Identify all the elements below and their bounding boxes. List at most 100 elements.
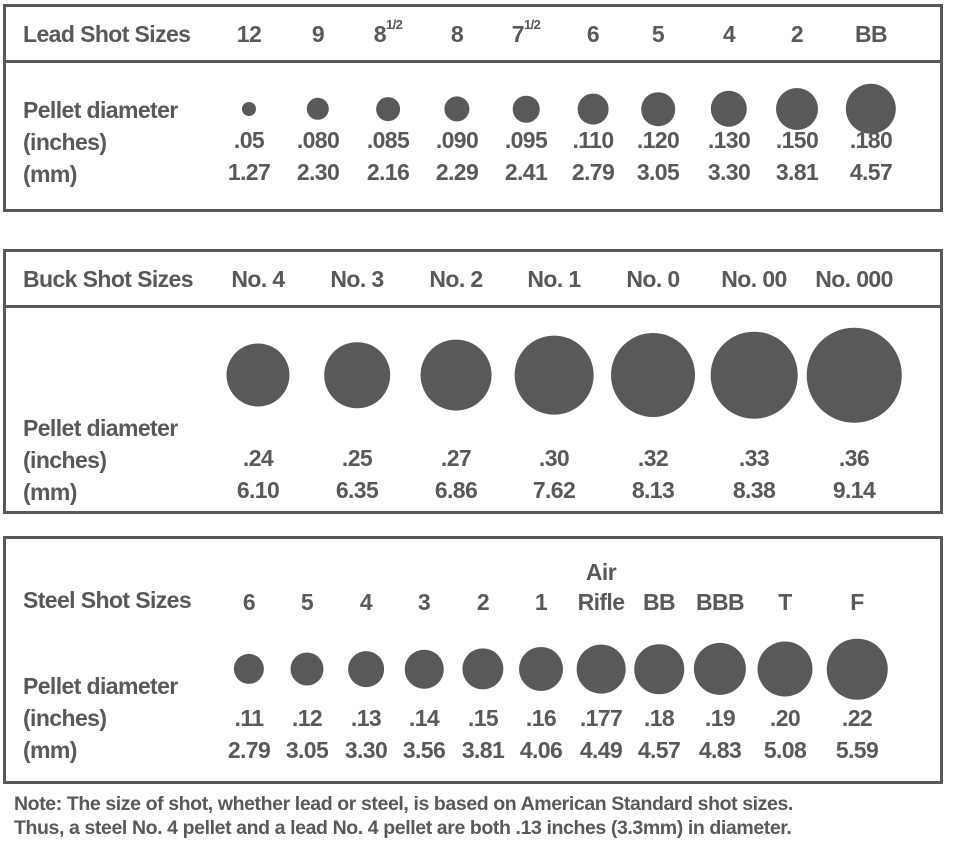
lead-mm-6: 2.79 xyxy=(571,159,615,185)
lead-pellet-1 xyxy=(242,102,256,116)
steel-pellet-6 xyxy=(519,647,563,691)
steel-size-5: 2 xyxy=(476,587,490,617)
buck-pellet-4 xyxy=(514,335,594,415)
steel-pellet-3 xyxy=(348,651,384,687)
buck-mm-1: 6.10 xyxy=(236,477,280,503)
buck-label-mm: (mm) xyxy=(23,479,77,505)
buck-mm-5: 8.13 xyxy=(631,477,675,503)
lead-pellet-2 xyxy=(306,97,330,121)
steel-inches-7: .177 xyxy=(579,705,623,731)
steel-size-11: F xyxy=(850,587,864,617)
footnote-line-1: Note: The size of shot, whether lead or … xyxy=(14,793,793,815)
buck-inches-6: .33 xyxy=(738,445,770,471)
steel-inches-8: .18 xyxy=(643,705,675,731)
steel-label-mm: (mm) xyxy=(23,737,77,763)
steel-mm-1: 2.79 xyxy=(227,737,271,763)
steel-pellet-2 xyxy=(290,652,324,686)
steel-inches-11: .22 xyxy=(841,705,873,731)
lead-inches-10: .180 xyxy=(849,127,893,153)
buck-inches-3: .27 xyxy=(440,445,472,471)
buck-inches-4: .30 xyxy=(538,445,570,471)
steel-size-line: 5 xyxy=(300,589,314,615)
lead-size-4: 8 xyxy=(450,21,464,47)
steel-pellet-5 xyxy=(462,648,504,690)
lead-inches-4: .090 xyxy=(435,127,479,153)
steel-size-2: 5 xyxy=(300,587,314,617)
lead-pellet-4 xyxy=(444,96,470,122)
steel-size-line: BBB xyxy=(695,589,745,615)
steel-mm-2: 3.05 xyxy=(285,737,329,763)
lead-pellet-8 xyxy=(710,90,748,128)
steel-mm-3: 3.30 xyxy=(344,737,388,763)
steel-mm-9: 4.83 xyxy=(698,737,742,763)
steel-inches-3: .13 xyxy=(350,705,382,731)
buck-inches-1: .24 xyxy=(242,445,274,471)
lead-label-inches: (inches) xyxy=(23,129,107,155)
buck-pellet-2 xyxy=(324,342,390,408)
steel-pellet-7 xyxy=(576,644,626,694)
footnote-line-2: Thus, a steel No. 4 pellet and a lead No… xyxy=(14,817,792,839)
lead-pellet-3 xyxy=(376,97,400,121)
steel-mm-8: 4.57 xyxy=(637,737,681,763)
buck-pellet-6 xyxy=(710,331,798,419)
buck-mm-4: 7.62 xyxy=(532,477,576,503)
size-fraction: 1/2 xyxy=(523,17,541,32)
lead-size-8: 4 xyxy=(722,21,736,47)
steel-size-line: BB xyxy=(642,589,676,615)
lead-mm-2: 2.30 xyxy=(296,159,340,185)
lead-shot-title: Lead Shot Sizes xyxy=(23,21,191,47)
buck-size-3: No. 2 xyxy=(429,266,483,292)
buck-inches-5: .32 xyxy=(637,445,669,471)
steel-size-line: 6 xyxy=(242,589,256,615)
lead-inches-3: .085 xyxy=(366,127,410,153)
steel-pellet-8 xyxy=(634,644,684,694)
lead-inches-8: .130 xyxy=(707,127,751,153)
steel-shot-panel: Steel Shot Sizes Pellet diameter (inches… xyxy=(3,536,943,784)
steel-pellet-1 xyxy=(233,653,265,685)
steel-mm-10: 5.08 xyxy=(763,737,807,763)
lead-mm-9: 3.81 xyxy=(775,159,819,185)
buck-size-6: No. 00 xyxy=(721,266,787,292)
steel-mm-7: 4.49 xyxy=(579,737,623,763)
lead-shot-header: Lead Shot Sizes xyxy=(6,7,940,63)
buck-size-5: No. 0 xyxy=(626,266,680,292)
lead-label-mm: (mm) xyxy=(23,161,77,187)
buck-size-7: No. 000 xyxy=(815,266,893,292)
buck-pellet-5 xyxy=(611,333,695,417)
lead-size-3: 81/2 xyxy=(373,17,403,47)
lead-mm-5: 2.41 xyxy=(504,159,548,185)
steel-size-line: 3 xyxy=(417,589,431,615)
steel-size-7: Air Rifle xyxy=(578,557,625,617)
lead-size-6: 6 xyxy=(586,21,600,47)
steel-size-line: 2 xyxy=(476,589,490,615)
steel-size-6: 1 xyxy=(535,587,548,617)
buck-mm-2: 6.35 xyxy=(335,477,379,503)
lead-size-9: 2 xyxy=(790,21,804,47)
lead-mm-3: 2.16 xyxy=(366,159,410,185)
lead-size-1: 12 xyxy=(236,21,262,47)
lead-pellet-6 xyxy=(577,93,609,125)
buck-shot-header: Buck Shot Sizes xyxy=(6,252,940,308)
lead-mm-4: 2.29 xyxy=(435,159,479,185)
steel-size-3: 4 xyxy=(359,587,373,617)
buck-pellet-3 xyxy=(420,339,492,411)
steel-size-8: BB xyxy=(642,587,676,617)
lead-size-10: BB xyxy=(854,21,888,47)
steel-mm-5: 3.81 xyxy=(461,737,505,763)
lead-mm-8: 3.30 xyxy=(707,159,751,185)
steel-label-diameter: Pellet diameter xyxy=(23,673,178,699)
lead-label-diameter: Pellet diameter xyxy=(23,97,178,123)
buck-size-2: No. 3 xyxy=(330,266,384,292)
buck-mm-6: 8.38 xyxy=(732,477,776,503)
buck-size-4: No. 1 xyxy=(527,266,581,292)
steel-size-line: F xyxy=(850,589,864,615)
lead-mm-10: 4.57 xyxy=(849,159,893,185)
steel-size-line: Air xyxy=(585,559,617,585)
steel-size-9: BBB xyxy=(695,587,745,617)
steel-inches-6: .16 xyxy=(525,705,557,731)
steel-inches-2: .12 xyxy=(291,705,323,731)
lead-inches-1: .05 xyxy=(233,127,265,153)
steel-size-line: 4 xyxy=(359,589,373,615)
steel-size-line: Rifle xyxy=(577,589,625,615)
steel-size-line: T xyxy=(778,589,792,615)
